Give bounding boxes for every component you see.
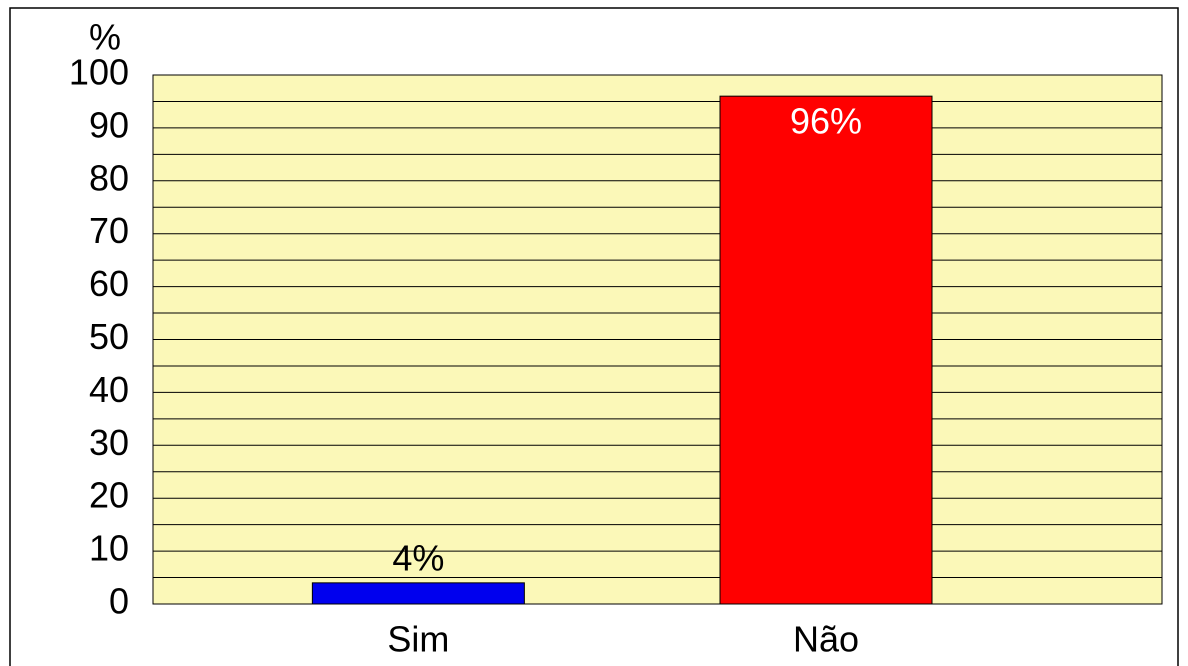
y-tick-label: 10 xyxy=(89,528,129,569)
y-tick-label: 60 xyxy=(89,263,129,304)
y-tick-label: 30 xyxy=(89,422,129,463)
y-tick-label: 50 xyxy=(89,316,129,357)
y-tick-label: 0 xyxy=(109,581,129,622)
y-tick-label: 100 xyxy=(69,52,129,93)
y-tick-label: 20 xyxy=(89,475,129,516)
x-tick-label: Sim xyxy=(387,619,449,660)
y-tick-label: 40 xyxy=(89,369,129,410)
y-axis-label: % xyxy=(89,17,121,58)
bar xyxy=(311,582,525,605)
value-label: 96% xyxy=(790,101,862,142)
y-tick-label: 90 xyxy=(89,104,129,145)
bar xyxy=(719,95,933,605)
y-tick-label: 80 xyxy=(89,157,129,198)
y-tick-label: 70 xyxy=(89,210,129,251)
x-tick-label: Não xyxy=(793,619,859,660)
value-label: 4% xyxy=(392,537,444,578)
